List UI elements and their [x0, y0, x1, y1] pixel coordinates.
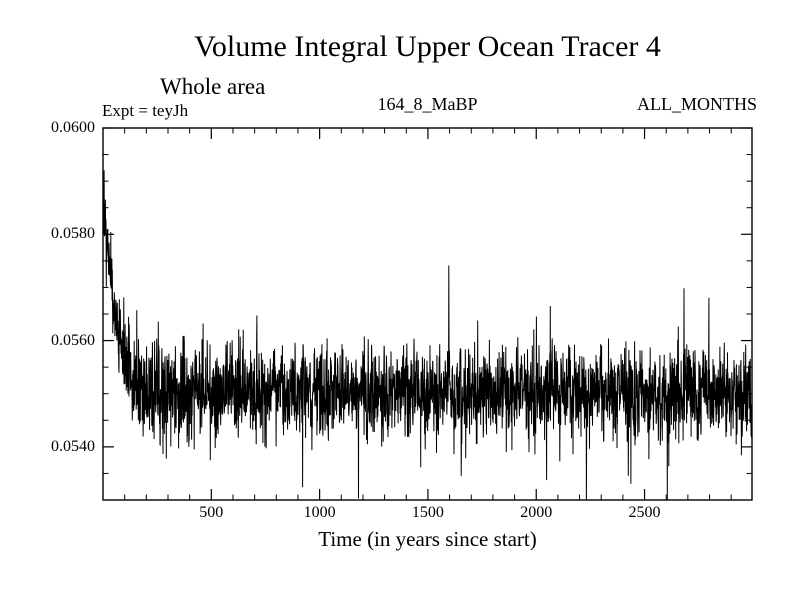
y-tick-label: 0.0560 — [51, 331, 95, 349]
plot-frame — [102, 127, 753, 501]
y-tick-label: 0.0600 — [51, 119, 95, 136]
x-tick-label: 500 — [199, 504, 224, 521]
chart-title: Volume Integral Upper Ocean Tracer 4 — [194, 30, 661, 63]
months-label: ALL_MONTHS — [637, 94, 757, 114]
x-tick-label: 2000 — [520, 504, 553, 521]
experiment-label: Expt = teyJh — [102, 101, 189, 120]
chart-subtitle: Whole area — [160, 74, 266, 99]
y-tick-label: 0.0580 — [51, 225, 95, 243]
y-tick-label: 0.0540 — [51, 437, 95, 455]
x-tick-label: 1500 — [411, 504, 444, 521]
x-tick-label: 2500 — [628, 504, 661, 521]
x-axis-label: Time (in years since start) — [318, 527, 537, 551]
data-line — [102, 170, 753, 501]
x-tick-label: 1000 — [303, 504, 336, 521]
period-label: 164_8_MaBP — [377, 94, 478, 114]
